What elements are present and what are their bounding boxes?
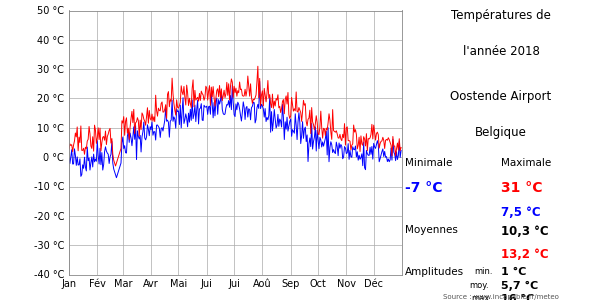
Text: Minimale: Minimale [405, 158, 452, 167]
Text: 13,2 °C: 13,2 °C [501, 248, 548, 260]
Text: -7 °C: -7 °C [405, 182, 443, 196]
Text: max.: max. [471, 294, 492, 300]
Text: moy.: moy. [469, 280, 489, 290]
Text: 16 °C: 16 °C [501, 294, 534, 300]
Text: Oostende Airport: Oostende Airport [451, 90, 551, 103]
Text: Amplitudes: Amplitudes [405, 267, 464, 277]
Text: 7,5 °C: 7,5 °C [501, 206, 541, 218]
Text: 1 °C: 1 °C [501, 267, 526, 277]
Text: l'année 2018: l'année 2018 [463, 45, 539, 58]
Text: 10,3 °C: 10,3 °C [501, 225, 548, 238]
Text: 5,7 °C: 5,7 °C [501, 280, 538, 291]
Text: 31 °C: 31 °C [501, 182, 542, 196]
Text: Moyennes: Moyennes [405, 225, 458, 235]
Text: Belgique: Belgique [475, 126, 527, 139]
Text: Maximale: Maximale [501, 158, 551, 167]
Text: Source : www.incapable.fr/meteo: Source : www.incapable.fr/meteo [443, 294, 559, 300]
Text: min.: min. [474, 267, 493, 276]
Text: Températures de: Températures de [451, 9, 551, 22]
